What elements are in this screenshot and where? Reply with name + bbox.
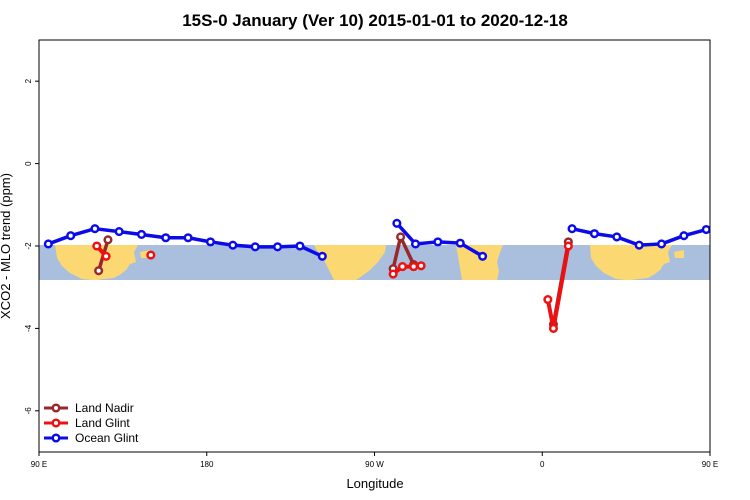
- data-point-ocean-glint: [205, 237, 216, 247]
- y-tick-label: -6: [24, 407, 33, 415]
- x-tick-label: 0: [540, 460, 545, 469]
- data-point-ocean-glint: [725, 228, 732, 235]
- data-point-ocean-glint: [478, 251, 488, 261]
- data-point-ocean-glint: [250, 242, 260, 252]
- data-point-land-glint: [563, 241, 573, 251]
- series-ocean-glint: [43, 218, 732, 261]
- chart-title: 15S-0 January (Ver 10) 2015-01-01 to 202…: [182, 11, 568, 30]
- legend-item-land-glint: Land Glint: [44, 416, 130, 430]
- data-point-ocean-glint: [183, 233, 193, 243]
- data-point-ocean-glint: [317, 251, 327, 261]
- series-layer: [43, 218, 732, 333]
- data-point-ocean-glint: [114, 227, 124, 237]
- x-tick-label: 90 W: [365, 460, 384, 469]
- y-axis: 2 0 -2 -4 -6: [24, 78, 39, 414]
- data-point-ocean-glint: [567, 224, 577, 234]
- x-tick-label: 180: [200, 460, 214, 469]
- land-indonesia-repeat: [596, 245, 684, 258]
- data-point-ocean-glint: [589, 229, 599, 239]
- data-point-ocean-glint: [656, 239, 667, 249]
- data-point-ocean-glint: [634, 240, 644, 250]
- y-tick-label: 2: [24, 78, 33, 83]
- data-point-ocean-glint: [679, 231, 689, 241]
- data-point-land-nadir: [396, 232, 406, 242]
- y-tick-label: -4: [24, 324, 33, 332]
- data-point-land-glint: [409, 262, 419, 272]
- data-point-land-nadir: [94, 266, 104, 276]
- legend-swatch-marker: [51, 433, 61, 443]
- land-australia: [55, 245, 138, 280]
- data-point-land-glint: [101, 251, 111, 261]
- data-point-land-nadir: [103, 235, 113, 245]
- data-point-ocean-glint: [612, 232, 622, 242]
- data-point-ocean-glint: [701, 224, 710, 235]
- x-axis: 90 E 180 90 W 0 90 E: [31, 452, 718, 469]
- land-australia-repeat: [590, 245, 672, 280]
- y-axis-label: XCO2 - MLO trend (ppm): [0, 173, 13, 319]
- data-point-ocean-glint: [161, 233, 171, 243]
- y-tick-label: 0: [24, 161, 33, 166]
- data-point-land-glint: [543, 295, 553, 305]
- map-band: [39, 245, 710, 280]
- legend-label: Ocean Glint: [75, 431, 139, 445]
- land-indonesia: [62, 245, 150, 258]
- data-point-ocean-glint: [90, 224, 100, 234]
- data-point-ocean-glint: [43, 239, 53, 249]
- data-point-ocean-glint: [295, 241, 305, 251]
- x-tick-label: 90 E: [31, 460, 47, 469]
- y-tick-label: -2: [24, 242, 33, 250]
- data-point-ocean-glint: [455, 238, 465, 248]
- legend-item-ocean-glint: Ocean Glint: [44, 431, 139, 445]
- data-point-ocean-glint: [136, 229, 147, 240]
- data-point-land-glint: [92, 241, 102, 251]
- series-land-glint: [92, 241, 573, 333]
- data-point-ocean-glint: [273, 242, 283, 252]
- x-axis-label: Longitude: [346, 476, 403, 491]
- data-point-land-glint: [388, 269, 398, 279]
- data-point-land-glint: [548, 323, 558, 333]
- series-line-ocean-glint: [571, 226, 710, 247]
- legend-swatch-marker: [51, 418, 61, 428]
- legend-label: Land Glint: [75, 416, 130, 430]
- data-point-ocean-glint: [228, 240, 238, 250]
- x-tick-label: 90 E: [702, 460, 718, 469]
- legend-label: Land Nadir: [75, 401, 134, 415]
- data-point-ocean-glint: [66, 231, 76, 241]
- data-point-land-glint: [397, 262, 408, 272]
- data-point-ocean-glint: [433, 237, 443, 247]
- data-point-ocean-glint: [392, 218, 402, 228]
- data-point-ocean-glint: [410, 239, 421, 249]
- data-point-land-glint: [146, 250, 156, 260]
- legend-swatch-marker: [51, 403, 61, 413]
- legend-item-land-nadir: Land Nadir: [44, 401, 134, 415]
- land-south-america: [314, 245, 386, 280]
- land-africa: [456, 245, 503, 280]
- data-point-land-glint: [416, 261, 426, 271]
